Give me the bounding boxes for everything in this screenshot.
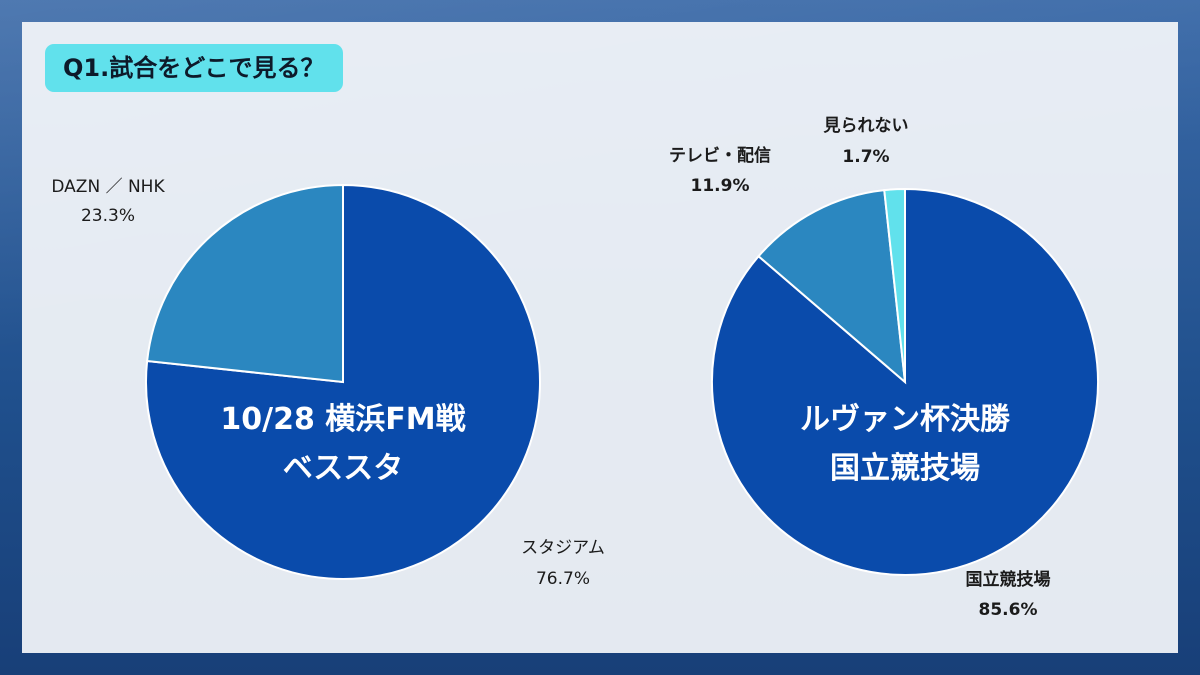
pie2-value-kokuritsu: 85.6% [979, 600, 1038, 620]
pie2-value-none: 1.7% [842, 147, 889, 167]
pie2-label-kokuritsu: 国立競技場 [966, 569, 1051, 590]
pie1-center-line-2: ベススタ [283, 451, 404, 486]
pie1-slice-1 [146, 183, 344, 384]
pie2-slice-1 [757, 189, 907, 385]
pie2-slice-2 [883, 187, 906, 383]
pie-chart-1: 10/28 横浜FM戦 ベススタ スタジアム 76.7% DAZN ／ NHK … [51, 177, 605, 589]
pie-chart-2: ルヴァン杯決勝 国立競技場 国立競技場 85.6% テレビ・配信 11.9% 見… [669, 116, 1099, 620]
pie1-label-dazn: DAZN ／ NHK [51, 177, 165, 197]
pie1-label-stadium: スタジアム [521, 538, 605, 558]
pie2-label-none: 見られない [823, 116, 909, 136]
pie1-value-stadium: 76.7% [536, 569, 590, 589]
pie1-value-dazn: 23.3% [81, 206, 135, 226]
pie2-value-tv: 11.9% [691, 176, 750, 196]
pie1-slice-0 [145, 183, 541, 580]
pie2-center-line-2: 国立競技場 [830, 451, 980, 486]
pie1-center-line-1: 10/28 横浜FM戦 [220, 402, 465, 437]
pie2-label-tv: テレビ・配信 [669, 145, 771, 166]
pie2-center-line-1: ルヴァン杯決勝 [800, 402, 1011, 437]
question-title: Q1.試合をどこで見る？ [45, 44, 343, 92]
